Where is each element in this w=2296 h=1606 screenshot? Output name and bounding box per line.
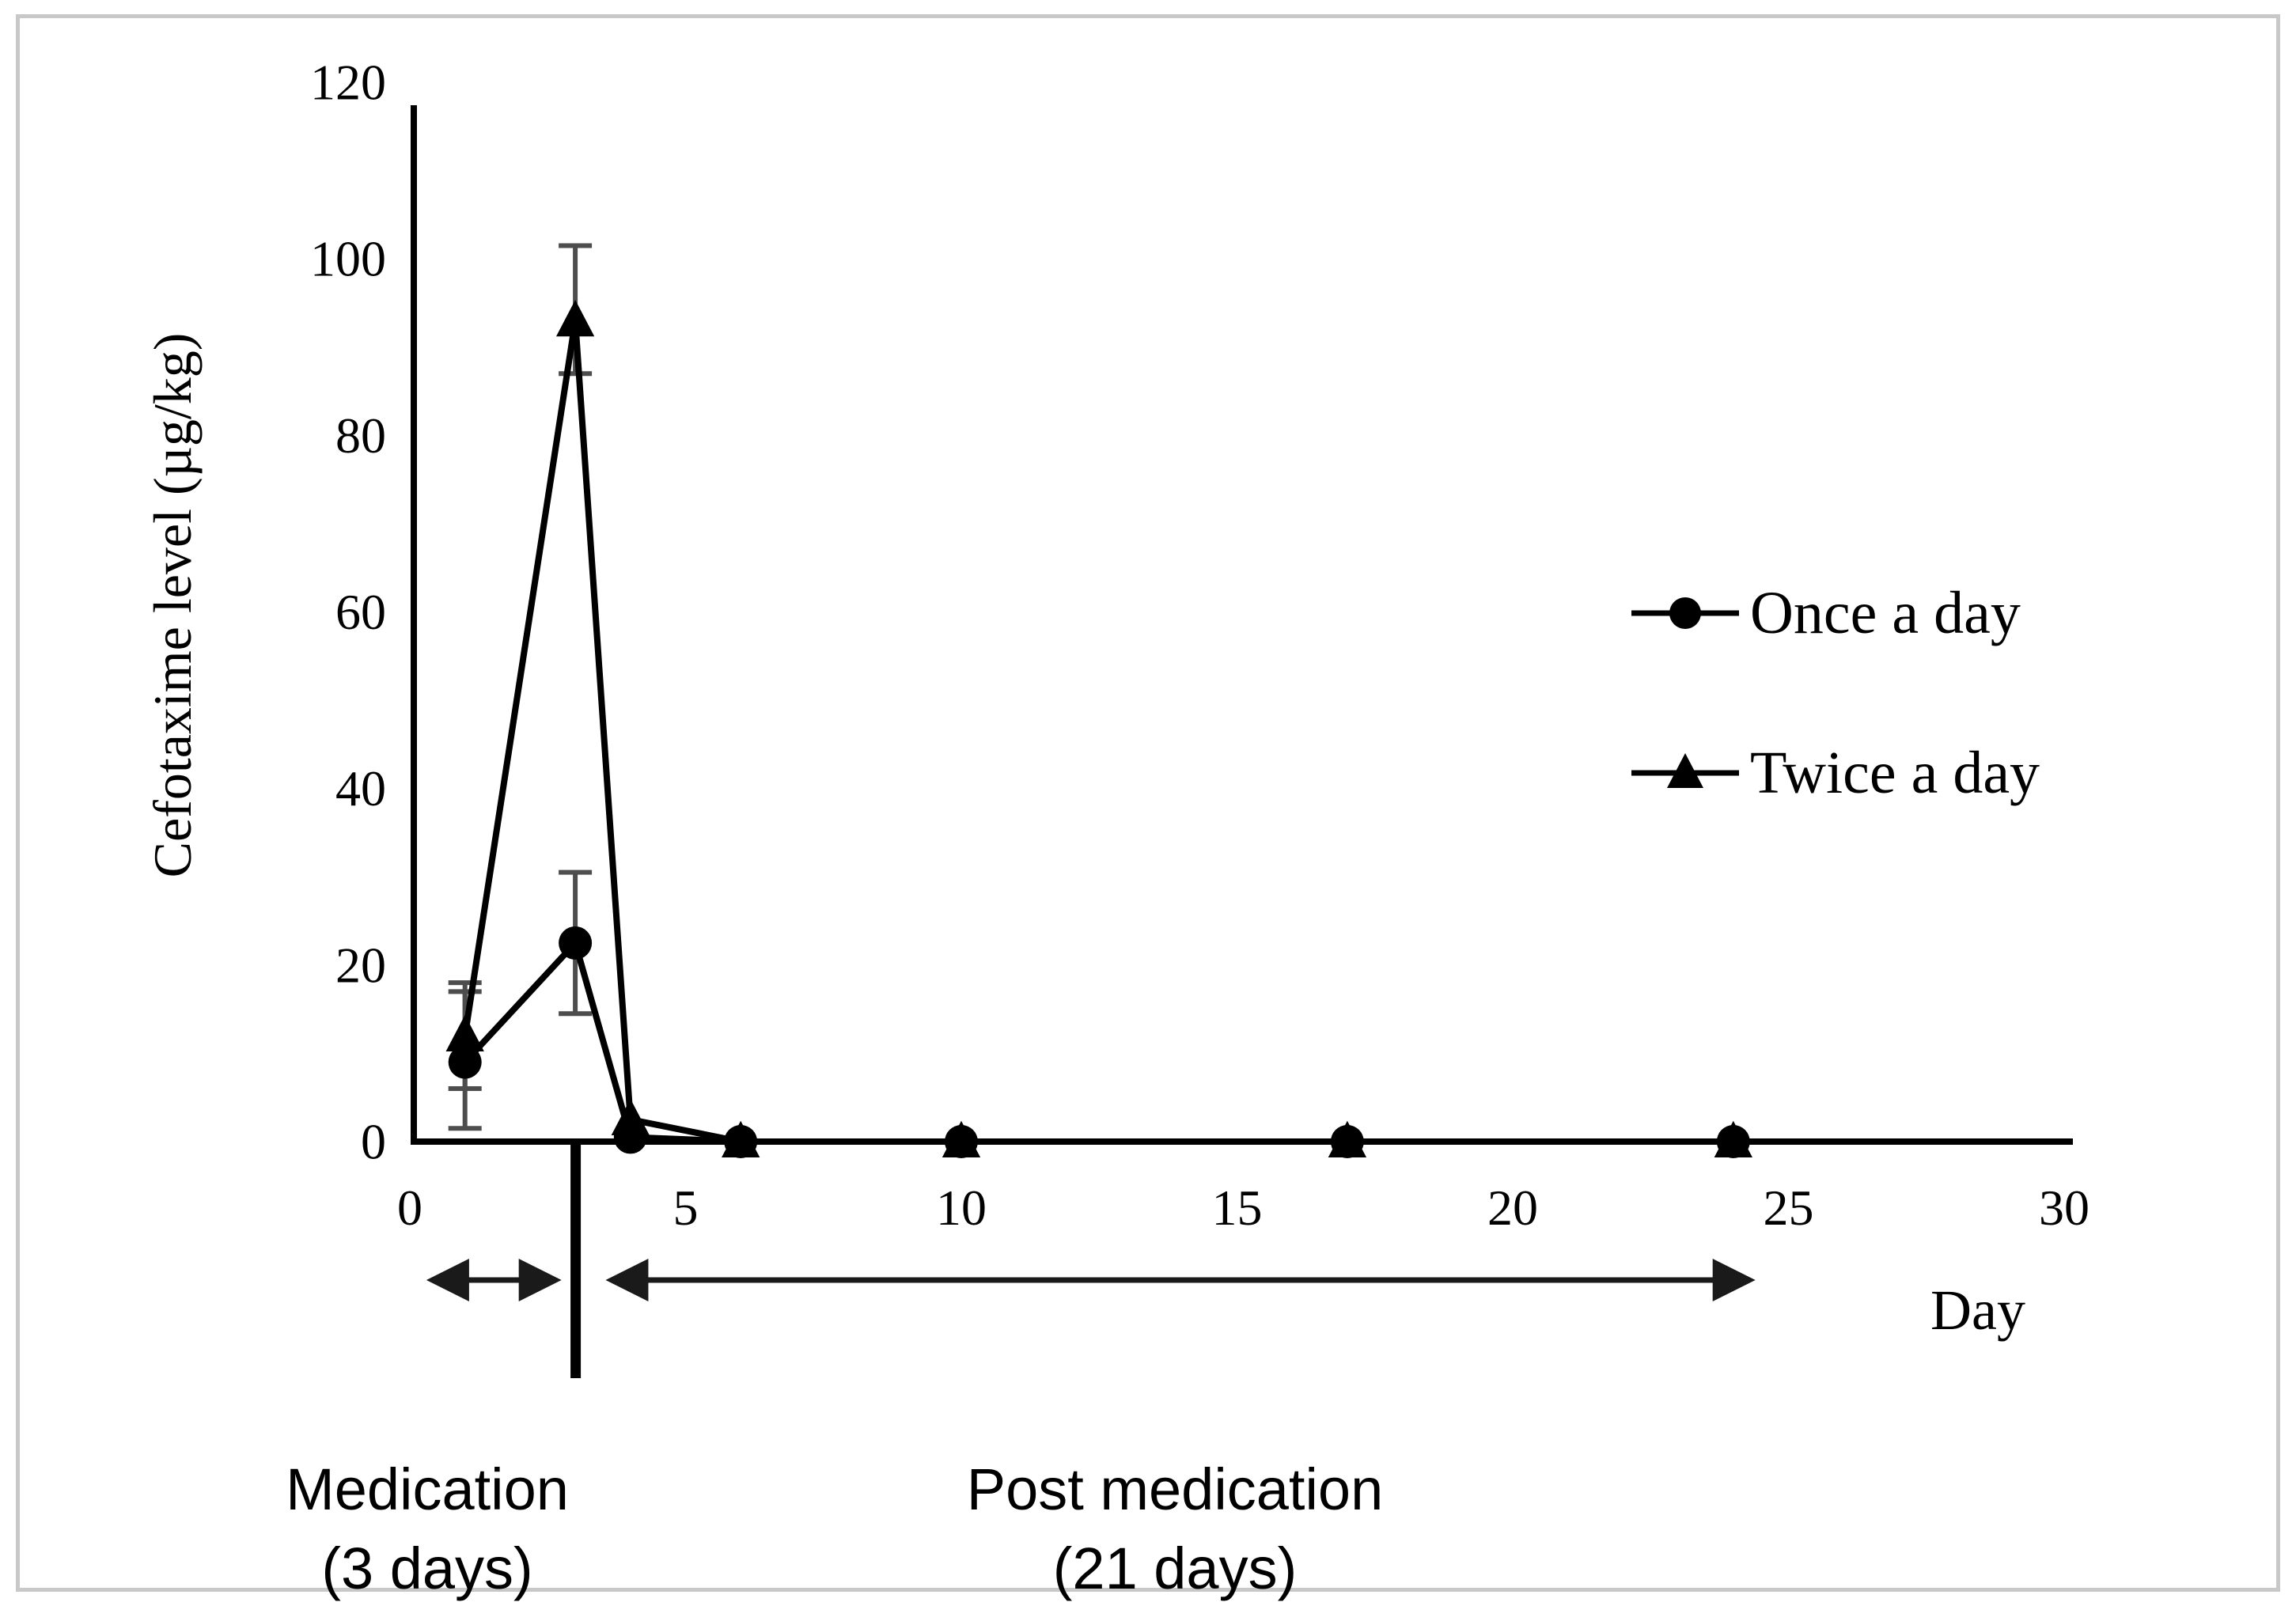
y-tick-label: 60	[335, 584, 386, 640]
marker-triangle-day-1	[445, 1014, 484, 1052]
x-tick-label: 0	[397, 1180, 422, 1236]
medication-label-line2: (3 days)	[321, 1536, 532, 1601]
y-tick-label: 40	[335, 760, 386, 816]
x-axis-title: Day	[1930, 1278, 2025, 1342]
y-tick-label: 80	[335, 407, 386, 464]
post-medication-arrow-head-left	[605, 1259, 649, 1301]
y-axis-title: Cefotaxime level (µg/kg)	[142, 333, 203, 878]
medication-arrow-head-right	[518, 1259, 562, 1301]
y-tick-label: 120	[310, 55, 386, 111]
medication-arrow-head-left	[426, 1259, 469, 1301]
medication-label-line1: Medication	[286, 1456, 569, 1522]
post-medication-arrow	[605, 1259, 1756, 1301]
x-tick-label: 15	[1212, 1180, 1263, 1236]
y-tick-label: 20	[335, 937, 386, 993]
y-tick-label: 0	[361, 1114, 386, 1170]
x-tick-label: 30	[2039, 1180, 2090, 1236]
legend-item-once-a-day: Once a day	[1631, 580, 2021, 646]
medication-period-divider	[570, 1145, 582, 1378]
post-medication-arrow-head-right	[1712, 1259, 1756, 1301]
x-tick-label: 5	[673, 1180, 699, 1236]
marker-circle-day-1	[448, 1045, 482, 1079]
marker-triangle-day-3	[555, 300, 595, 337]
x-tick-label: 10	[936, 1180, 987, 1236]
legend-item-twice-a-day: Twice a day	[1631, 740, 2040, 806]
series-line-twice-a-day	[461, 317, 1737, 1145]
x-tick-label: 20	[1487, 1180, 1538, 1236]
marker-circle-day-3	[559, 926, 593, 960]
x-tick-label: 25	[1764, 1180, 1814, 1236]
legend-label: Once a day	[1750, 580, 2021, 646]
post-medication-label-line2: (21 days)	[1053, 1536, 1297, 1601]
series-line-once-a-day	[461, 939, 1737, 1145]
legend-label: Twice a day	[1750, 740, 2040, 806]
legend-marker-triangle	[1667, 753, 1703, 788]
legend-marker-circle	[1669, 597, 1701, 629]
figure-frame	[16, 14, 2280, 1592]
post-medication-label-line1: Post medication	[967, 1456, 1384, 1522]
marker-triangle-day-4	[611, 1098, 650, 1136]
medication-arrow	[426, 1259, 562, 1301]
y-tick-label: 100	[310, 231, 386, 287]
